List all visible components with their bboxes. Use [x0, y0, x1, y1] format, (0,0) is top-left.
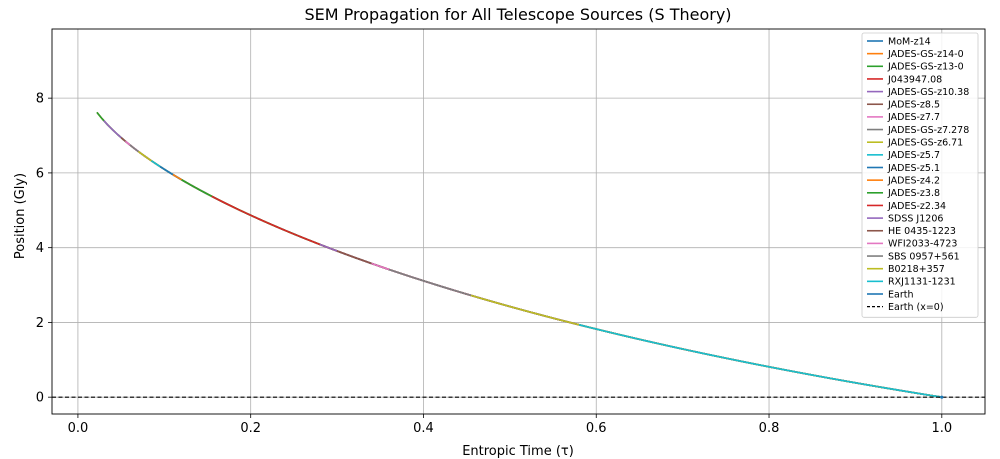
- legend: MoM-z14 JADES-GS-z14-0 JADES-GS-z13-0J0439…: [861, 32, 979, 318]
- plot-frame: [51, 28, 986, 415]
- legend-entry-label: JADES-z4.2: [887, 175, 940, 186]
- legend-entry-label: Earth: [888, 289, 913, 300]
- legend-entry-label: JADES-GS-z7.278: [887, 125, 969, 136]
- legend-entry-label: RXJ1131-1231: [888, 277, 956, 288]
- legend-entry-label: B0218+357: [888, 264, 945, 275]
- x-tick-label: 0.6: [586, 421, 607, 436]
- legend-entry-label: J043947.08: [887, 74, 942, 85]
- legend-entry-label: JADES-GS-z14-0: [887, 49, 964, 60]
- x-axis-title: Entropic Time (τ): [462, 444, 574, 459]
- legend-entry-label: JADES-z7.7: [887, 112, 940, 123]
- legend-entry-label: Earth (x=0): [888, 302, 944, 313]
- legend-entry-label: MoM-z14: [888, 36, 931, 47]
- legend-box: [861, 32, 979, 318]
- earth-point: [940, 395, 944, 399]
- x-tick-label: 0.0: [68, 421, 89, 436]
- legend-entry-label: SDSS J1206: [888, 213, 943, 224]
- y-tick-label: 0: [36, 391, 44, 406]
- y-axis-title: Position (Gly): [13, 173, 28, 259]
- x-tick-label: 0.2: [240, 421, 261, 436]
- legend-entry-label: JADES-z3.8: [887, 188, 940, 199]
- y-tick-label: 8: [36, 92, 44, 107]
- x-tick-label: 1.0: [931, 421, 952, 436]
- legend-entry-label: JADES-GS-z10.38: [887, 87, 969, 98]
- legend-entry-label: JADES-z5.1: [887, 163, 940, 174]
- series-lines: [52, 111, 985, 399]
- legend-entry-label: JADES-z2.34: [887, 201, 946, 212]
- legend-entry-label: JADES-GS-z13-0: [887, 62, 964, 73]
- x-tick-label: 0.4: [413, 421, 434, 436]
- chart-title: SEM Propagation for All Telescope Source…: [304, 5, 731, 24]
- y-tick-label: 6: [36, 166, 44, 181]
- series-line: [578, 323, 942, 398]
- legend-entry-label: JADES-z5.7: [887, 150, 940, 161]
- y-tick-label: 2: [36, 316, 44, 331]
- legend-entry-label: HE 0435-1223: [888, 226, 956, 237]
- x-tick-label: 0.8: [759, 421, 780, 436]
- y-tick-label: 4: [36, 241, 44, 256]
- legend-entry-label: JADES-z8.5: [887, 100, 940, 111]
- axis-ticks: 0.0 0.2 0.4 0.6 0.8 1.0 0 2 4 6 8: [36, 92, 952, 436]
- legend-entry-label: WFI2033-4723: [888, 239, 957, 250]
- legend-entry-label: JADES-GS-z6.71: [887, 138, 963, 149]
- legend-entry-label: SBS 0957+561: [888, 251, 960, 262]
